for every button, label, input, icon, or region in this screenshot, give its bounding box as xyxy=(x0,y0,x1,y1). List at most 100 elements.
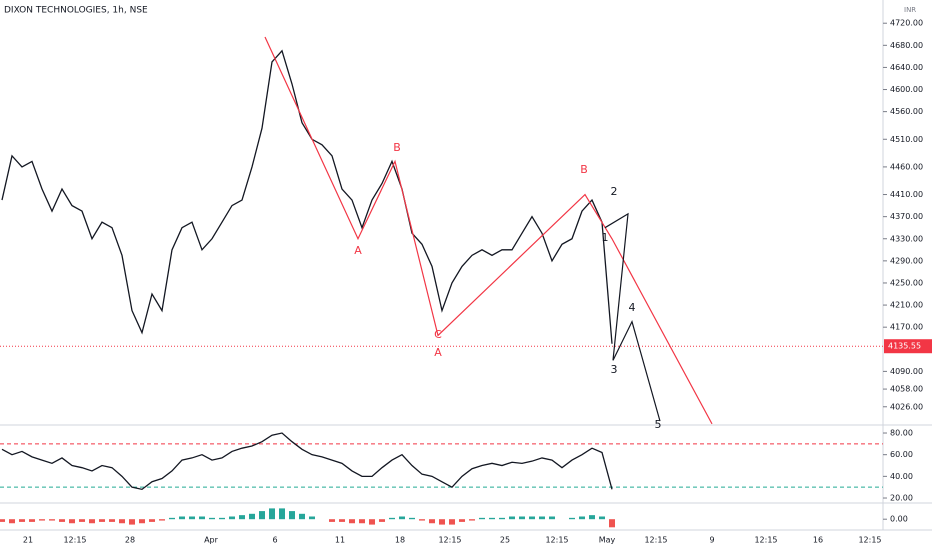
x-tick-label: 9 xyxy=(709,536,714,545)
histogram-bar xyxy=(519,516,525,520)
wave-label: 1 xyxy=(602,231,609,244)
histogram-bar xyxy=(249,513,255,520)
wave-line xyxy=(264,36,713,425)
histogram-bar xyxy=(169,517,175,520)
x-tick-label: 11 xyxy=(335,536,345,545)
histogram-bar xyxy=(469,519,475,521)
histogram-bar xyxy=(359,519,365,524)
wave-label: A xyxy=(354,244,362,257)
histogram-bar xyxy=(339,519,345,522)
price-line xyxy=(1,49,613,344)
histogram-bar xyxy=(479,517,485,520)
histogram-bar xyxy=(279,508,285,520)
y-tick-label: 4210.00 xyxy=(890,301,923,310)
histogram-bar xyxy=(89,519,95,524)
y-tick-label: 4370.00 xyxy=(890,212,923,221)
wave-label: A xyxy=(434,346,442,359)
x-tick-label: 12:15 xyxy=(63,536,86,545)
wave-label: B xyxy=(580,163,588,176)
histogram-bar xyxy=(369,519,375,525)
price-pane xyxy=(1,36,713,425)
histogram-bar xyxy=(389,517,395,520)
wave-line xyxy=(604,212,661,422)
histogram-bar xyxy=(159,519,165,521)
histogram-bar xyxy=(229,516,235,520)
histogram-bar xyxy=(309,516,315,520)
y-tick-label: 4720.00 xyxy=(890,19,923,28)
histogram-bar xyxy=(199,516,205,520)
y-tick-label: 4460.00 xyxy=(890,162,923,171)
histogram-bar xyxy=(539,516,545,520)
histogram-bar xyxy=(299,513,305,520)
x-tick-label: 12:15 xyxy=(644,536,667,545)
histogram-bar xyxy=(439,519,445,525)
histogram-bar xyxy=(579,516,585,520)
histogram-bar xyxy=(349,519,355,524)
x-tick-label: 28 xyxy=(125,536,135,545)
x-tick-label: 12:15 xyxy=(858,536,881,545)
histogram-bar xyxy=(0,519,5,522)
y-tick-label: 0.00 xyxy=(890,515,908,524)
histogram-bar xyxy=(269,508,275,520)
y-tick-label: 4600.00 xyxy=(890,85,923,94)
histogram-bar xyxy=(149,519,155,522)
histogram-bar xyxy=(29,519,35,522)
y-tick-label: 4510.00 xyxy=(890,135,923,144)
currency-label: INR xyxy=(904,6,916,14)
histogram-bar xyxy=(329,519,335,522)
histogram-bar xyxy=(129,519,135,525)
histogram-bar xyxy=(289,511,295,520)
histogram-bar xyxy=(109,519,115,522)
histogram-bar xyxy=(59,519,65,522)
wave-label: 5 xyxy=(655,418,662,431)
histogram-bar xyxy=(209,517,215,520)
y-tick-label: 4026.00 xyxy=(890,402,923,411)
y-tick-label: 4560.00 xyxy=(890,107,923,116)
wave-label: 4 xyxy=(629,301,636,314)
y-tick-label: 20.00 xyxy=(890,494,913,503)
histogram-bar xyxy=(39,519,45,521)
x-tick-label: 12:15 xyxy=(754,536,777,545)
y-tick-label: 80.00 xyxy=(890,429,913,438)
histogram-bar xyxy=(139,519,145,524)
last-price-box xyxy=(884,339,932,354)
x-tick-label: May xyxy=(599,536,616,545)
wave-label: 3 xyxy=(611,363,618,376)
histogram-bar xyxy=(19,519,25,522)
x-tick-label: 12:15 xyxy=(545,536,568,545)
y-tick-label: 4090.00 xyxy=(890,367,923,376)
histogram-bar xyxy=(609,519,615,528)
y-tick-label: 4410.00 xyxy=(890,190,923,199)
histogram-bar xyxy=(549,516,555,520)
x-tick-label: Apr xyxy=(204,536,219,545)
histogram-bar xyxy=(49,519,55,521)
wave-label: C xyxy=(434,328,442,341)
histogram-bar xyxy=(219,517,225,520)
histogram-bar xyxy=(9,519,15,524)
y-tick-label: 4170.00 xyxy=(890,323,923,332)
histogram-bar xyxy=(529,516,535,520)
y-tick-label: 4640.00 xyxy=(890,63,923,72)
y-tick-label: 4250.00 xyxy=(890,278,923,287)
histogram-bar xyxy=(409,517,415,520)
y-tick-label: 60.00 xyxy=(890,450,913,459)
y-tick-label: 40.00 xyxy=(890,472,913,481)
wave-label: B xyxy=(393,141,401,154)
histogram-bar xyxy=(599,516,605,520)
histogram-bar xyxy=(179,516,185,520)
histogram-bar xyxy=(99,519,105,522)
chart-title: DIXON TECHNOLOGIES, 1h, NSE xyxy=(4,6,148,16)
histogram-bar xyxy=(79,519,85,522)
y-tick-label: 4680.00 xyxy=(890,41,923,50)
price-line xyxy=(1,432,613,491)
last-price-label: 4135.55 xyxy=(888,342,921,351)
histogram-bar xyxy=(459,519,465,522)
histogram-bar xyxy=(69,519,75,524)
wave-label: 2 xyxy=(611,185,618,198)
histogram-bar xyxy=(239,515,245,520)
histogram-bar xyxy=(189,516,195,520)
histogram-bar xyxy=(119,519,125,524)
histogram-bar xyxy=(259,511,265,520)
x-tick-label: 18 xyxy=(395,536,405,545)
